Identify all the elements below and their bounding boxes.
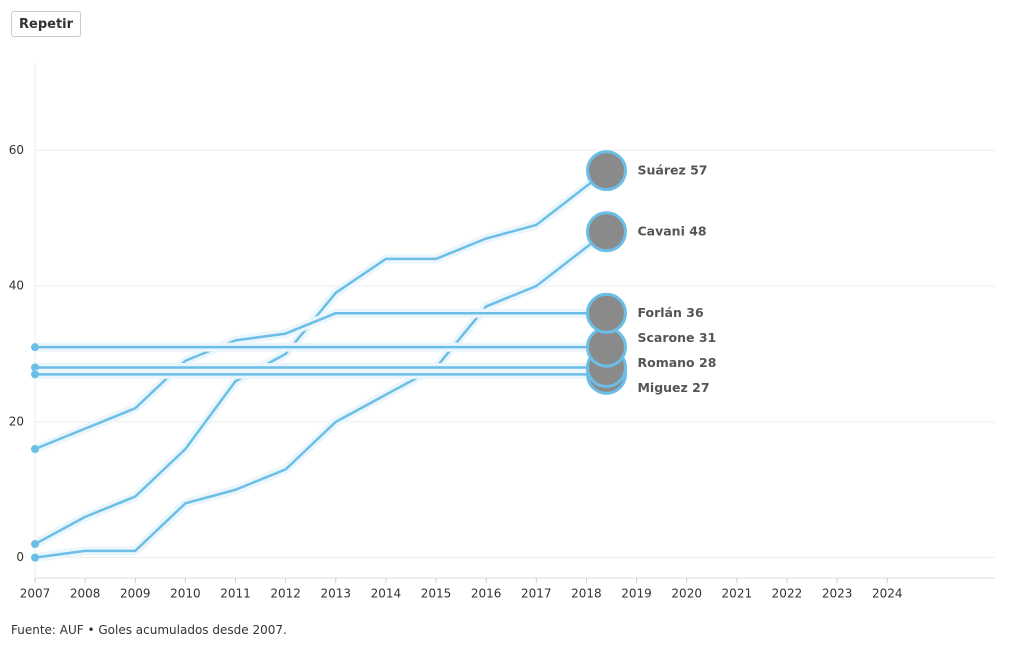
x-tick-label: 2011 (220, 587, 251, 601)
end-value: 48 (689, 223, 706, 238)
end-value: 28 (699, 355, 716, 370)
avatar (585, 292, 627, 334)
end-label: Miguez 27 (637, 380, 709, 395)
x-tick-label: 2012 (270, 587, 301, 601)
x-tick-label: 2020 (671, 587, 702, 601)
x-tick-label: 2022 (772, 587, 803, 601)
avatar (585, 211, 627, 253)
x-tick-label: 2019 (621, 587, 652, 601)
avatar (585, 326, 627, 368)
y-tick-label: 0 (16, 550, 24, 564)
avatar (585, 150, 627, 192)
end-label: Forlán 36 (637, 305, 703, 320)
x-tick-label: 2017 (521, 587, 552, 601)
end-value: 57 (690, 162, 707, 177)
end-label: Scarone 31 (637, 330, 716, 345)
x-tick-label: 2009 (120, 587, 151, 601)
series-name: Forlán (637, 305, 681, 320)
x-tick-label: 2013 (321, 587, 352, 601)
series-name: Romano (637, 355, 695, 370)
end-value: 27 (692, 380, 709, 395)
y-tick-label: 20 (9, 414, 24, 428)
x-tick-label: 2014 (371, 587, 402, 601)
end-label: Romano 28 (637, 355, 716, 370)
replay-button[interactable]: Repetir (11, 11, 82, 37)
x-tick-label: 2018 (571, 587, 602, 601)
start-dot (31, 343, 39, 352)
x-tick-label: 2016 (471, 587, 502, 601)
x-tick-label: 2024 (872, 587, 903, 601)
end-value: 36 (686, 305, 704, 320)
start-dot (31, 363, 39, 372)
line-halo (32, 167, 610, 549)
series-line (34, 311, 607, 451)
line-halo (33, 308, 607, 454)
footer: Fuente: AUF • Goles acumulados desde 200… (11, 623, 287, 637)
y-tick-label: 40 (9, 279, 24, 293)
start-dot (31, 540, 39, 549)
x-tick-label: 2023 (822, 587, 853, 601)
series-line (34, 230, 608, 559)
x-tick-label: 2007 (20, 587, 51, 601)
x-tick-label: 2010 (170, 587, 201, 601)
series-name: Cavani (637, 223, 684, 238)
series-name: Suárez (637, 162, 685, 177)
end-value: 31 (699, 330, 716, 345)
line-halo (34, 228, 610, 563)
y-tick-label: 60 (9, 143, 24, 157)
x-tick-label: 2015 (421, 587, 452, 601)
start-dot (31, 553, 39, 562)
series-name: Miguez (637, 380, 687, 395)
chart: 0 20 40 60 2007 2008 2009 2010 2011 2012 2013 2014 2… (9, 62, 995, 601)
x-tick-label: 2008 (70, 587, 101, 601)
series-name: Scarone (637, 330, 694, 345)
start-dot (31, 370, 39, 379)
x-tick-label: 2021 (722, 587, 753, 601)
end-label: Cavani 48 (637, 223, 706, 238)
start-dot (31, 445, 39, 453)
end-label: Suárez 57 (637, 162, 707, 177)
